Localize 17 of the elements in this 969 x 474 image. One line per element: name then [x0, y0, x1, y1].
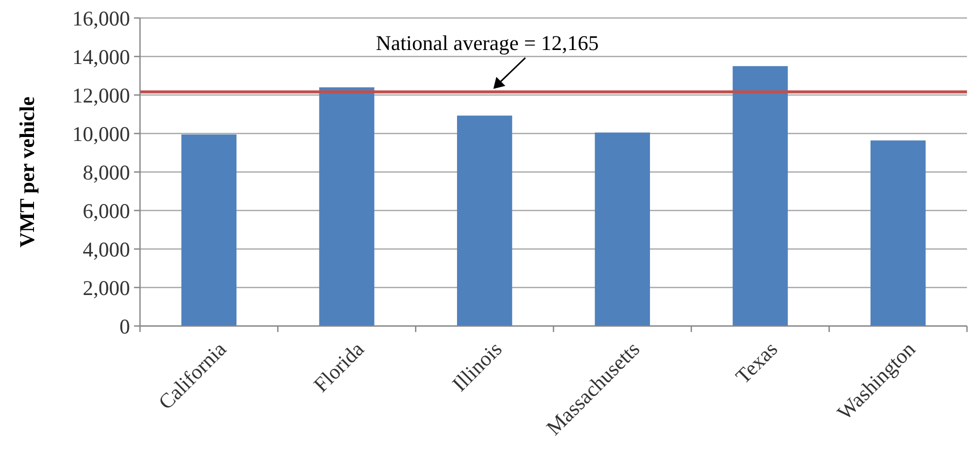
- y-tick-label: 0: [120, 314, 130, 338]
- y-axis-title: VMT per vehicle: [15, 96, 39, 248]
- bar: [594, 132, 650, 326]
- bar: [319, 87, 374, 326]
- y-tick-label: 6,000: [82, 198, 130, 223]
- y-tick-label: 4,000: [82, 237, 130, 262]
- bar: [732, 66, 788, 326]
- bar: [181, 134, 236, 326]
- y-tick-label: 12,000: [72, 83, 130, 108]
- bar: [870, 140, 926, 326]
- y-tick-label: 16,000: [72, 6, 130, 30]
- y-tick-label: 10,000: [72, 122, 130, 146]
- y-tick-label: 2,000: [82, 276, 130, 300]
- ref-line-label: National average = 12,165: [376, 30, 599, 55]
- y-tick-label: 14,000: [72, 44, 130, 69]
- y-tick-label: 8,000: [82, 160, 130, 184]
- bar: [457, 116, 512, 326]
